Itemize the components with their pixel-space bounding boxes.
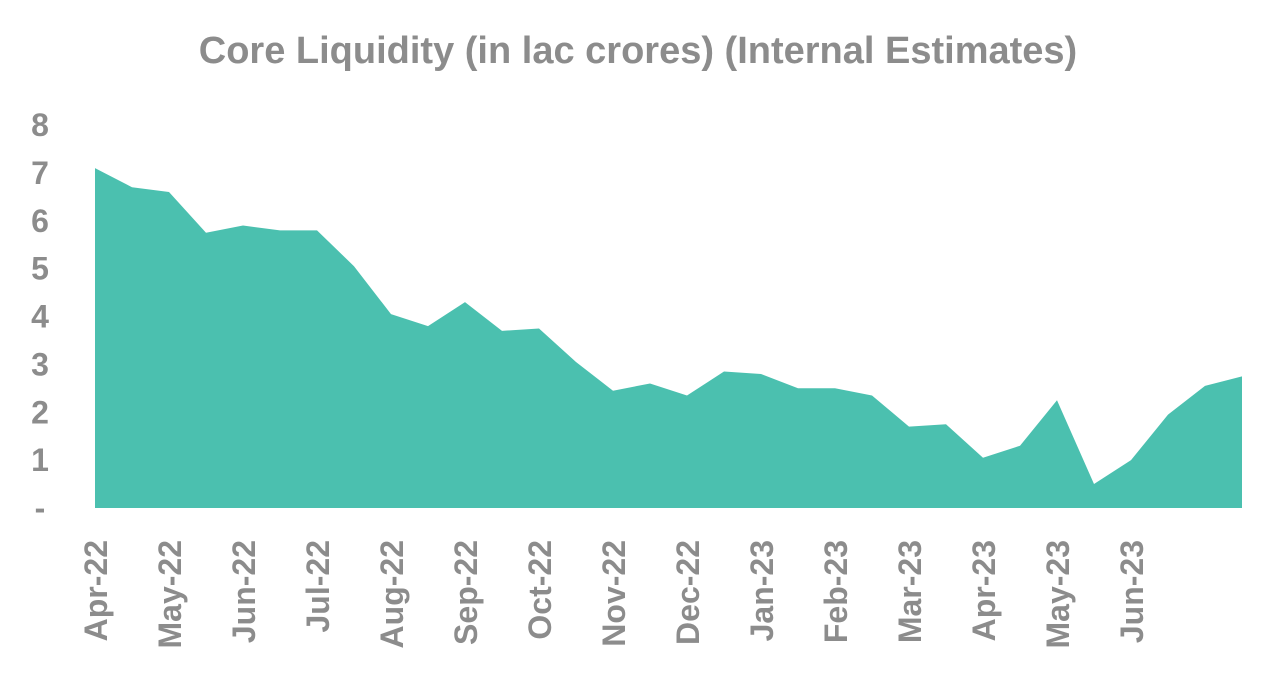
y-tick-label: 8 bbox=[31, 107, 49, 143]
x-tick-label: Jan-23 bbox=[744, 540, 780, 641]
x-tick-label: Mar-23 bbox=[892, 540, 928, 643]
x-tick-label: Dec-22 bbox=[670, 540, 706, 645]
x-axis: Apr-22 May-22 Jun-22 Jul-22 Aug-22 Sep-22 Oct-… bbox=[78, 540, 1150, 649]
area-layer bbox=[95, 168, 1242, 508]
x-tick-label: Sep-22 bbox=[448, 540, 484, 645]
y-tick-label: 7 bbox=[31, 155, 49, 191]
x-tick-label: Nov-22 bbox=[596, 540, 632, 647]
x-tick-label: May-22 bbox=[152, 540, 188, 649]
x-tick-label: Jun-23 bbox=[1114, 540, 1150, 643]
y-tick-label: 3 bbox=[31, 346, 49, 382]
x-tick-label: Jun-22 bbox=[226, 540, 262, 643]
y-tick-label: 6 bbox=[31, 203, 49, 239]
y-tick-label: 4 bbox=[31, 299, 49, 335]
y-tick-label: 5 bbox=[31, 251, 49, 287]
x-tick-label: Oct-22 bbox=[522, 540, 558, 640]
chart-title: Core Liquidity (in lac crores) (Internal… bbox=[199, 30, 1077, 72]
series-area bbox=[95, 168, 1242, 508]
y-tick-label: - bbox=[35, 490, 46, 526]
y-tick-label: 1 bbox=[31, 442, 49, 478]
y-tick-label: 2 bbox=[31, 394, 49, 430]
x-tick-label: Aug-22 bbox=[374, 540, 410, 648]
x-tick-label: Feb-23 bbox=[818, 540, 854, 643]
x-tick-label: May-23 bbox=[1040, 540, 1076, 649]
x-tick-label: Apr-22 bbox=[78, 540, 114, 641]
x-tick-label: Jul-22 bbox=[300, 540, 336, 632]
y-axis: - 1 2 3 4 5 6 7 8 bbox=[31, 107, 49, 526]
x-tick-label: Apr-23 bbox=[966, 540, 1002, 641]
